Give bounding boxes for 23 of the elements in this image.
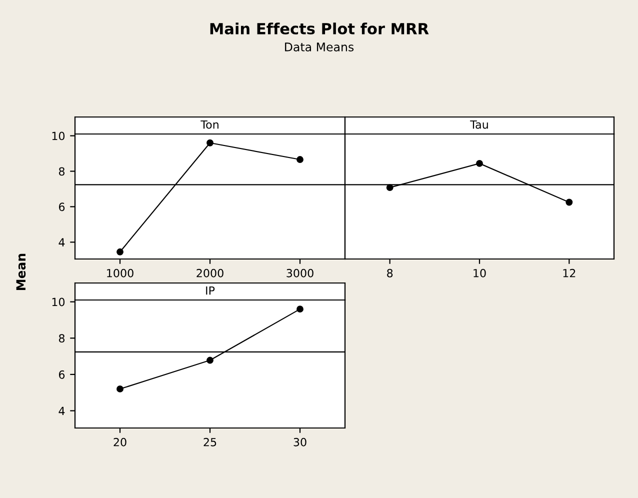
y-tick-label: 6 <box>58 370 65 379</box>
x-tick-label: 2000 <box>196 268 224 278</box>
y-tick-label: 4 <box>58 406 65 415</box>
y-tick-label: 8 <box>58 334 65 343</box>
y-axis-title: Mean <box>16 254 26 290</box>
x-tick-label: 8 <box>387 268 393 278</box>
x-tick-label: 3000 <box>286 268 314 278</box>
chart-title: Main Effects Plot for MRR <box>210 22 429 34</box>
x-tick-label: 1000 <box>107 268 134 278</box>
x-tick-label: 20 <box>114 438 126 446</box>
x-tick-label: 30 <box>294 438 306 446</box>
text: Tau <box>470 120 488 129</box>
y-tick-label: 10 <box>52 132 65 140</box>
chart-subtitle: Data Means <box>285 42 354 52</box>
y-tick-label: 8 <box>58 167 65 176</box>
x-tick-label: 12 <box>563 268 576 278</box>
y-tick-label: 10 <box>52 298 65 306</box>
y-tick-label: 6 <box>58 202 65 212</box>
text: Ton <box>200 120 218 129</box>
x-tick-label: 25 <box>204 438 216 446</box>
y-tick-label: 4 <box>58 238 65 246</box>
x-tick-label: 10 <box>474 268 486 278</box>
text: IP <box>206 286 215 295</box>
